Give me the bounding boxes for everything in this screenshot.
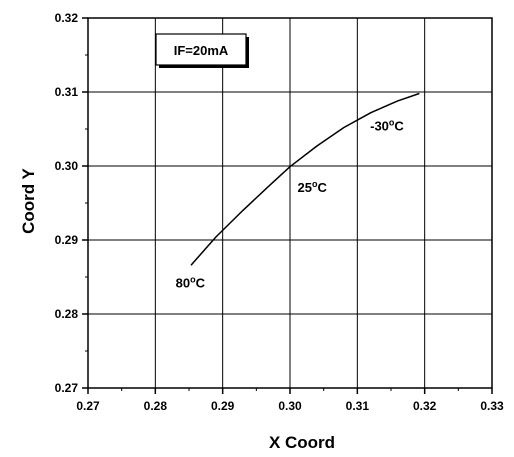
y-tick-label: 0.27 bbox=[55, 381, 79, 395]
annotations: 80oC 25oC -30oC bbox=[176, 117, 405, 290]
y-tick-label: 0.30 bbox=[55, 159, 79, 173]
y-tick-label: 0.32 bbox=[55, 11, 79, 25]
y-axis-title: Coord Y bbox=[19, 167, 38, 233]
y-tick-label: 0.29 bbox=[55, 233, 79, 247]
x-tick-label: 0.29 bbox=[211, 399, 235, 413]
x-axis-title: X Coord bbox=[269, 433, 335, 452]
y-tick-label: 0.28 bbox=[55, 307, 79, 321]
grid bbox=[88, 18, 492, 388]
legend: IF=20mA bbox=[155, 33, 249, 68]
legend-box bbox=[155, 33, 247, 66]
x-tick-label: 0.33 bbox=[480, 399, 504, 413]
temperature-label: 25oC bbox=[298, 179, 328, 195]
x-tick-label: 0.32 bbox=[413, 399, 437, 413]
x-tick-label: 0.28 bbox=[144, 399, 168, 413]
series-line bbox=[190, 92, 420, 266]
y-tick-label: 0.31 bbox=[55, 85, 79, 99]
temperature-label: -30oC bbox=[370, 117, 404, 133]
x-tick-label: 0.31 bbox=[346, 399, 370, 413]
legend-label: IF=20mA bbox=[174, 43, 229, 58]
temperature-label: 80oC bbox=[176, 274, 206, 290]
x-tick-label: 0.27 bbox=[76, 399, 100, 413]
axis-ticks: 0.27 0.28 0.29 0.30 0.31 0.32 0.33 0.27 0.28 0.29… bbox=[55, 11, 504, 413]
x-tick-label: 0.30 bbox=[278, 399, 302, 413]
series-layer bbox=[190, 92, 420, 266]
